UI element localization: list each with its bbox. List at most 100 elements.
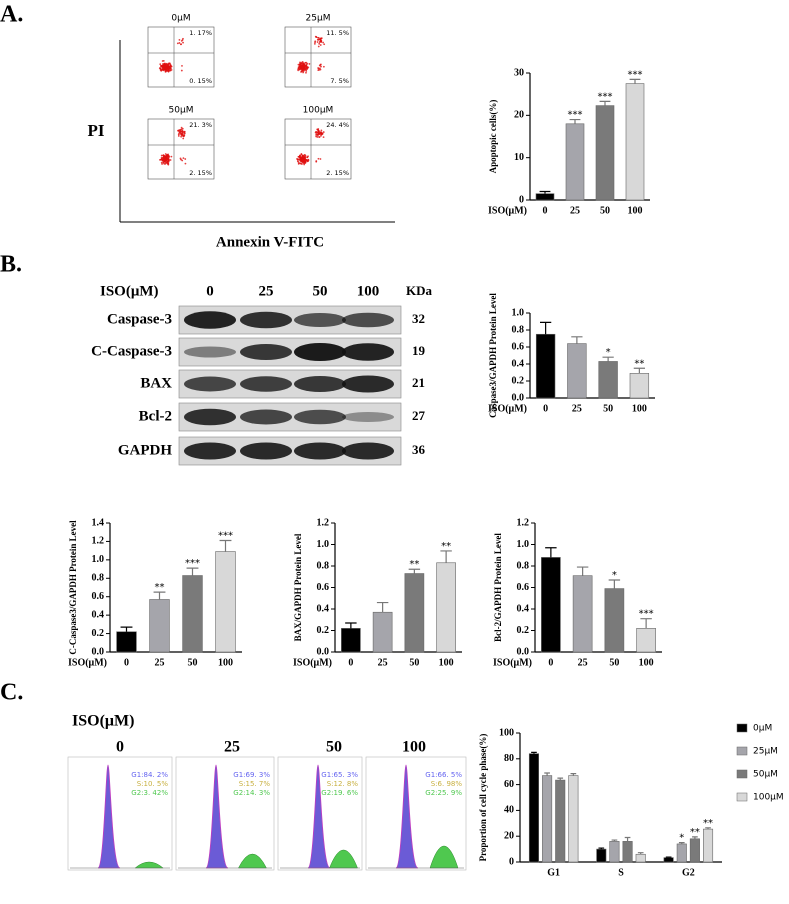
bar [541,557,561,653]
dot [299,67,301,70]
blot-kda: 27 [412,408,426,423]
plot-frame [147,26,215,88]
y-tick-label: 0.8 [92,573,105,584]
cycle-dose: 50 [326,739,342,756]
x-tick-label: 50 [603,403,613,414]
y-tick-label: 0.0 [92,646,105,657]
quadrant-label: 11. 5% [326,29,349,37]
error-bar [120,626,133,632]
error-bar [539,190,551,194]
dot [322,136,325,139]
dot [182,41,184,44]
g1-peak [395,764,419,869]
dot [301,62,304,65]
dot [167,67,170,70]
dot [178,38,181,41]
dot [307,155,309,158]
dot [167,69,170,72]
blot-unit: KDa [406,283,433,298]
bar [542,775,553,863]
dot [297,69,300,72]
x-tick-label: 100 [218,657,233,668]
blot-row-label: BAX [140,375,172,391]
dot [322,131,325,133]
significance: * [606,347,611,358]
dot [299,155,301,158]
blot-band [294,343,346,361]
dot [318,42,321,45]
y-tick-label: 0.4 [512,358,525,369]
significance: *** [639,609,654,620]
y-tick-label: 0.6 [512,341,525,352]
significance: * [612,570,617,581]
x-tick-label: 100 [439,657,454,668]
dot [319,67,321,70]
dot [303,153,306,156]
y-tick-label: 20 [504,830,514,841]
bar [568,775,579,863]
dot [170,155,173,158]
quadrant-label: 7. 5% [330,77,349,85]
dot [303,65,305,68]
dot [165,67,168,70]
dot [317,157,320,160]
bar [604,588,625,653]
dot [169,63,171,66]
x-tick-label: 100 [628,205,643,216]
blot-row-label: Bcl-2 [139,408,172,424]
cycle-dose: 25 [224,739,240,756]
error-bar [678,842,685,844]
blot-band [184,376,236,392]
cycle-g1: G1:66. 5% [425,771,462,779]
dot [177,133,180,136]
bar [689,838,700,863]
dot [167,154,170,157]
dot [302,62,305,65]
dot [317,36,319,39]
dot [184,162,187,165]
dot [182,157,185,160]
bar [149,599,170,653]
dot [299,160,302,163]
error-bar [376,601,389,613]
y-tick-label: 0.0 [512,392,525,403]
bar [372,611,393,653]
blot-band [294,409,346,425]
dot [164,153,167,155]
dot [180,69,183,72]
bar [676,843,687,863]
blot-dose: 50 [313,283,328,299]
significance: ** [690,827,700,838]
bar [404,573,425,653]
significance: ** [409,559,419,570]
error-bar [599,100,611,106]
x-tick-label: G2 [682,867,695,878]
y-tick-label: 30 [514,67,524,78]
dot [164,70,167,73]
y-tick-label: 0.6 [517,582,530,593]
dot [161,66,164,69]
y-tick-label: 0 [509,856,514,867]
dot [313,42,316,45]
dot [301,154,304,157]
dot [177,135,180,137]
y-tick-label: 40 [504,805,514,816]
error-bar [624,836,631,842]
blot-header: ISO(μM) [100,283,159,299]
x-tick-label: 100 [639,657,654,668]
dot [177,129,180,132]
dot [308,63,311,65]
blot-band [184,442,236,460]
dot [162,68,165,71]
dot [169,69,172,71]
blot-kda: 32 [412,311,425,326]
dot [301,158,304,161]
x-tick-label: 25 [570,205,580,216]
blot-band [240,311,292,329]
cycle-g2: G2:19. 6% [321,789,358,797]
x-tick-label: 25 [572,403,582,414]
dot [301,60,304,63]
bar [116,631,137,653]
dot [319,63,322,66]
axis-label: Annexin V-FITC [216,234,324,250]
